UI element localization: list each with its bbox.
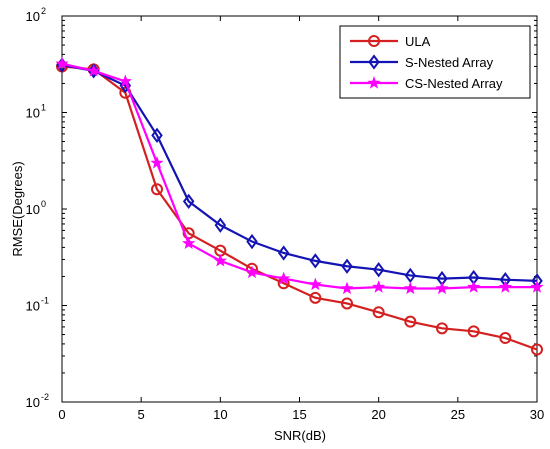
x-tick-label: 30 [530, 407, 544, 422]
data-point [498, 280, 512, 293]
y-tick-exponent: 2 [41, 6, 46, 16]
legend-entry: ULA [350, 34, 431, 49]
data-point [150, 156, 164, 169]
data-point [531, 343, 543, 356]
x-tick-label: 5 [138, 407, 145, 422]
y-tick-label: 10 [26, 106, 40, 121]
data-point [340, 281, 354, 295]
y-tick-exponent: 0 [41, 199, 46, 209]
data-point [245, 265, 259, 279]
data-point [309, 291, 322, 304]
y-tick-exponent: -1 [41, 296, 49, 306]
x-tick-label: 0 [58, 407, 65, 422]
data-point [436, 322, 448, 335]
y-tick-label: 10 [26, 395, 40, 410]
data-point [404, 315, 417, 328]
data-point [499, 332, 512, 345]
data-point [182, 193, 195, 210]
series-layer [55, 56, 544, 356]
legend-label: S-Nested Array [405, 55, 494, 70]
y-tick-label: 10 [26, 299, 40, 314]
legend-label: ULA [405, 34, 431, 49]
series-cs-nested-array [55, 56, 544, 295]
data-point [213, 253, 227, 267]
y-tick-exponent: 1 [41, 103, 46, 113]
data-point [341, 258, 353, 274]
data-point [214, 217, 227, 233]
data-point [182, 236, 196, 250]
series-ula [56, 60, 543, 356]
data-point [372, 262, 385, 278]
y-tick-label: 10 [26, 202, 40, 217]
data-point [403, 281, 417, 295]
y-tick-exponent: -2 [41, 392, 49, 402]
data-point [467, 280, 481, 293]
data-point [246, 233, 258, 250]
legend-marker [367, 76, 381, 89]
data-point [55, 56, 69, 70]
series-line [61, 63, 538, 282]
data-point [151, 183, 163, 196]
data-point [435, 281, 449, 295]
data-point [372, 280, 386, 293]
x-axis-ticks: 0 5 10 15 20 25 30 [58, 16, 544, 422]
data-point [277, 271, 291, 285]
x-tick-label: 10 [213, 407, 227, 422]
legend-entry: CS-Nested Array [350, 76, 503, 91]
y-axis-label: RMSE(Degrees) [10, 161, 25, 256]
data-point [467, 325, 480, 338]
data-point [309, 253, 322, 269]
series-line [61, 62, 537, 290]
data-point [404, 267, 417, 284]
legend: ULA S-Nested Array CS-Nested Array [339, 25, 531, 99]
series-line [61, 65, 538, 351]
data-point [118, 74, 132, 88]
x-tick-label: 25 [451, 407, 465, 422]
x-tick-label: 15 [292, 407, 306, 422]
legend-label: CS-Nested Array [405, 76, 503, 91]
data-point [151, 127, 163, 143]
data-point [341, 297, 353, 310]
data-point [372, 306, 385, 319]
x-axis-label: SNR(dB) [274, 428, 326, 443]
data-point [530, 280, 544, 293]
legend-marker [368, 54, 380, 70]
data-point [308, 277, 322, 291]
data-point [277, 245, 290, 261]
legend-entry: S-Nested Array [350, 54, 494, 70]
data-point [87, 63, 101, 77]
y-tick-label: 10 [26, 9, 40, 24]
legend-marker [368, 35, 380, 47]
series-s-nested-array [56, 57, 543, 289]
x-tick-label: 20 [371, 407, 385, 422]
